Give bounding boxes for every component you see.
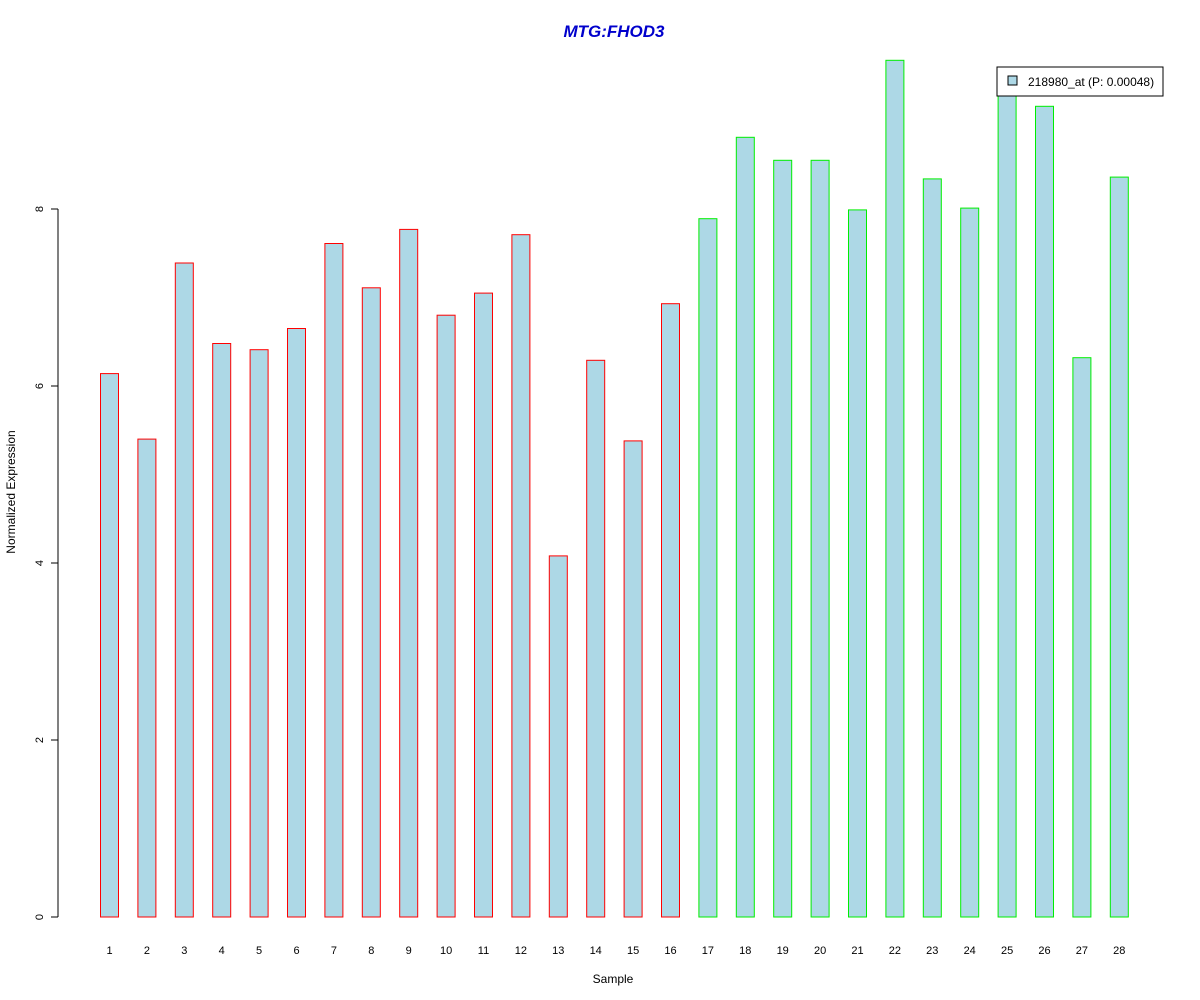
bar-sample-5 <box>249 349 269 918</box>
x-tick-label: 23 <box>926 945 938 957</box>
x-tick-label: 9 <box>406 945 412 957</box>
bars-group <box>100 59 1129 918</box>
bar-sample-8 <box>361 287 381 918</box>
bar-sample-16 <box>661 303 680 918</box>
y-tick-label: 8 <box>34 206 46 212</box>
y-tick-label: 2 <box>34 737 46 743</box>
x-tick-label: 18 <box>739 945 751 957</box>
bar-sample-6 <box>287 328 306 918</box>
y-axis-label: Normalized Expression <box>4 430 18 553</box>
bar-sample-13 <box>548 555 568 918</box>
y-tick-label: 6 <box>34 383 46 389</box>
bar-sample-27 <box>1072 357 1092 918</box>
x-tick-label: 4 <box>219 945 225 957</box>
x-tick-label: 14 <box>590 945 602 957</box>
bar-sample-10 <box>436 314 456 918</box>
x-tick-label: 16 <box>664 945 676 957</box>
x-tick-label: 7 <box>331 945 337 957</box>
x-tick-label: 21 <box>851 945 863 957</box>
y-tick-label: 4 <box>34 560 46 566</box>
bar-sample-18 <box>735 136 755 918</box>
x-tick-label: 20 <box>814 945 826 957</box>
bar-sample-26 <box>1035 105 1054 918</box>
legend-label: 218980_at (P: 0.00048) <box>1028 75 1154 89</box>
bar-sample-14 <box>586 359 606 918</box>
bar-sample-2 <box>137 438 157 918</box>
bar-sample-19 <box>773 159 793 918</box>
bar-sample-3 <box>174 262 194 918</box>
x-tick-label: 11 <box>478 945 489 957</box>
x-tick-label: 3 <box>181 945 187 957</box>
bar-sample-12 <box>511 234 531 918</box>
x-tick-label: 15 <box>627 945 639 957</box>
x-tick-label: 8 <box>368 945 374 957</box>
x-tick-labels: 1 2 3 4 5 6 7 8 9 10 11 12 13 14 15 16 17 18 19 20 21 22 23 24 2… <box>106 945 1125 957</box>
x-tick-label: 26 <box>1038 945 1050 957</box>
y-axis: 0 2 4 6 8 <box>34 206 59 920</box>
bar-sample-21 <box>848 209 867 918</box>
x-tick-label: 19 <box>777 945 789 957</box>
x-tick-label: 1 <box>106 945 112 957</box>
bar-sample-7 <box>324 243 344 918</box>
y-tick-label: 0 <box>34 914 46 920</box>
bar-sample-4 <box>212 343 232 918</box>
bar-sample-20 <box>810 159 830 918</box>
x-tick-label: 12 <box>515 945 527 957</box>
x-tick-label: 24 <box>964 945 976 957</box>
x-tick-label: 25 <box>1001 945 1013 957</box>
legend-swatch <box>1007 75 1018 86</box>
bar-sample-23 <box>922 178 942 918</box>
legend-box <box>996 66 1164 97</box>
x-tick-label: 13 <box>552 945 564 957</box>
bar-sample-25 <box>997 85 1017 918</box>
bar-sample-17 <box>698 218 718 918</box>
bar-sample-9 <box>399 228 419 918</box>
bar-sample-11 <box>474 292 493 918</box>
x-axis-label: Sample <box>593 972 634 986</box>
bar-sample-15 <box>623 440 643 918</box>
bar-sample-1 <box>100 373 119 918</box>
x-tick-label: 28 <box>1113 945 1125 957</box>
bar-sample-24 <box>960 207 980 918</box>
x-tick-label: 2 <box>144 945 150 957</box>
chart-title: MTG:FHOD3 <box>563 22 665 41</box>
x-tick-label: 10 <box>440 945 452 957</box>
x-tick-label: 6 <box>293 945 299 957</box>
x-tick-label: 27 <box>1076 945 1088 957</box>
x-tick-label: 5 <box>256 945 262 957</box>
bar-sample-22 <box>885 59 905 918</box>
x-tick-label: 22 <box>889 945 901 957</box>
x-tick-label: 17 <box>702 945 714 957</box>
bar-sample-28 <box>1109 176 1129 918</box>
legend: 218980_at (P: 0.00048) <box>996 66 1164 97</box>
